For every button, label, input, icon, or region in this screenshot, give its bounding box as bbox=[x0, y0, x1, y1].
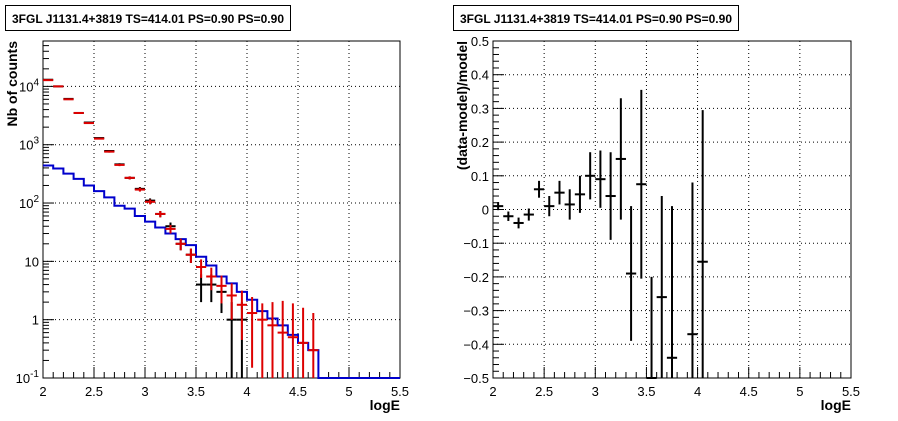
right-x-tick-label: 5.5 bbox=[842, 384, 860, 399]
left-y-tick-label: 10 bbox=[25, 254, 39, 269]
right-data-point bbox=[544, 196, 555, 217]
left-y-tick-label: 104 bbox=[19, 77, 39, 94]
right-data-point bbox=[697, 110, 708, 378]
left-data-point bbox=[83, 122, 94, 125]
right-y-tick-label: 0.4 bbox=[471, 68, 489, 83]
right-data-point bbox=[585, 152, 596, 200]
right-y-tick-label: −0.3 bbox=[463, 304, 489, 319]
left-model-histogram bbox=[43, 164, 400, 379]
right-data-point bbox=[533, 180, 545, 198]
left-x-tick-label: 3 bbox=[141, 384, 148, 399]
left-x-tick-label: 4.5 bbox=[289, 384, 307, 399]
right-x-tick-label: 4 bbox=[694, 384, 701, 399]
left-data-point bbox=[236, 290, 247, 340]
left-data-point bbox=[73, 111, 84, 114]
left-data-point bbox=[226, 283, 237, 320]
left-data-point bbox=[206, 267, 217, 291]
right-data-point bbox=[564, 189, 575, 220]
right-y-tick-label: 0 bbox=[482, 203, 489, 218]
right-y-axis-title: (data-model)/model bbox=[454, 41, 470, 170]
left-x-tick-label: 2 bbox=[39, 384, 46, 399]
left-x-axis-title: logE bbox=[370, 397, 400, 413]
right-data-point bbox=[503, 211, 514, 221]
right-data-point bbox=[687, 182, 698, 378]
right-y-tick-label: −0.4 bbox=[463, 337, 489, 352]
left-data-point bbox=[63, 98, 74, 101]
left-data-point bbox=[145, 199, 156, 205]
left-data-point bbox=[155, 211, 166, 218]
right-data-point bbox=[666, 206, 678, 378]
right-y-tick-label: −0.1 bbox=[463, 236, 489, 251]
right-y-tick-label: 0.2 bbox=[471, 135, 489, 150]
right-data-point bbox=[615, 98, 626, 220]
left-data-point bbox=[165, 225, 176, 234]
right-data-point bbox=[554, 180, 565, 205]
right-y-tick-label: 0.5 bbox=[471, 34, 489, 49]
right-data-point bbox=[625, 206, 637, 341]
right-x-tick-label: 3.5 bbox=[637, 384, 655, 399]
left-data-point bbox=[94, 137, 105, 140]
right-data-point bbox=[595, 150, 606, 208]
left-data-point bbox=[267, 302, 278, 378]
left-data-point bbox=[104, 150, 115, 153]
right-x-axis-title: logE bbox=[821, 397, 851, 413]
right-data-point bbox=[513, 217, 524, 229]
right-chart-title: 3FGL J1131.4+3819 TS=414.01 PS=0.90 PS=0… bbox=[453, 5, 739, 31]
left-data-point bbox=[287, 303, 298, 378]
left-data-point bbox=[308, 313, 319, 378]
left-y-tick-label: 103 bbox=[19, 136, 39, 153]
right-y-tick-label: 0.3 bbox=[471, 101, 489, 116]
left-data-point bbox=[175, 238, 186, 251]
left-y-axis-title: Nb of counts bbox=[4, 41, 20, 127]
left-data-point bbox=[114, 163, 125, 167]
left-y-tick-label: 102 bbox=[19, 194, 39, 211]
left-x-tick-label: 4 bbox=[243, 384, 250, 399]
right-data-point bbox=[574, 175, 586, 213]
left-y-tick-label: 1 bbox=[32, 313, 39, 328]
left-data-point bbox=[124, 176, 135, 180]
left-x-tick-label: 2.5 bbox=[85, 384, 103, 399]
right-y-tick-label: −0.5 bbox=[463, 371, 489, 386]
left-data-point bbox=[247, 296, 258, 368]
right-y-tick-label: −0.2 bbox=[463, 270, 489, 285]
left-x-tick-label: 5.5 bbox=[391, 384, 409, 399]
left-data-point bbox=[216, 275, 227, 304]
left-data-point bbox=[53, 85, 64, 88]
left-data-point bbox=[134, 187, 145, 192]
left-data-point bbox=[185, 248, 196, 263]
right-series-0 bbox=[493, 89, 708, 379]
right-x-tick-label: 2 bbox=[489, 384, 496, 399]
left-data-point bbox=[277, 300, 288, 378]
right-data-point bbox=[656, 196, 667, 378]
left-data-point bbox=[196, 274, 207, 303]
left-chart-title: 3FGL J1131.4+3819 TS=414.01 PS=0.90 PS=0… bbox=[5, 5, 291, 31]
right-data-point bbox=[605, 152, 616, 240]
right-x-tick-label: 3 bbox=[592, 384, 599, 399]
right-y-tick-label: 0.1 bbox=[471, 169, 489, 184]
right-x-tick-label: 2.5 bbox=[535, 384, 553, 399]
right-chart: 2 2.5 3 3.5 4 4.5 5 5.5 −0.5 −0.4 −0.3 −0.2 −0.1 0 0.1… bbox=[454, 34, 860, 413]
right-data-point bbox=[523, 208, 534, 221]
left-data-point bbox=[196, 259, 207, 278]
right-data-point bbox=[636, 89, 647, 279]
left-data-point bbox=[43, 79, 54, 82]
left-data-point bbox=[298, 307, 309, 378]
left-y-tick-label: 10-1 bbox=[16, 369, 40, 386]
right-data-point bbox=[493, 202, 504, 211]
right-x-tick-label: 4.5 bbox=[740, 384, 758, 399]
left-x-tick-label: 3.5 bbox=[187, 384, 205, 399]
left-series-1 bbox=[43, 79, 319, 378]
left-x-tick-label: 5 bbox=[345, 384, 352, 399]
right-x-tick-label: 5 bbox=[796, 384, 803, 399]
right-data-point bbox=[646, 276, 657, 379]
left-data-point bbox=[257, 303, 268, 378]
left-plot-frame bbox=[42, 40, 401, 379]
left-chart: 2 2.5 3 3.5 4 4.5 5 5.5 10-1 1 10 102 103 104 logE Nb o… bbox=[4, 40, 409, 413]
